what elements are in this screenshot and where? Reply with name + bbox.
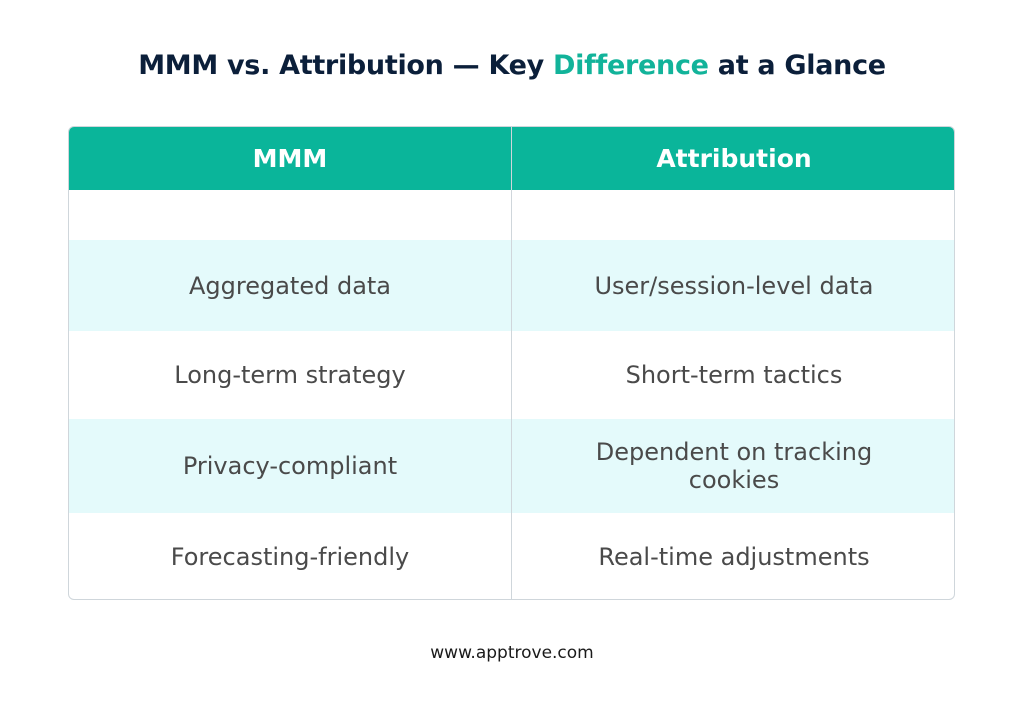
table-row: Forecasting-friendly Real-time adjustmen… [69,513,954,599]
table-cell-attribution: Short-term tactics [625,361,843,389]
column-divider [511,127,512,599]
table-row: Long-term strategy Short-term tactics [69,331,954,419]
table-cell-attribution [512,190,954,240]
table-cell-attribution: Real-time adjustments [598,543,870,571]
table-cell-mmm: Long-term strategy [174,361,406,389]
table-cell-mmm: Forecasting-friendly [170,543,410,571]
title-part-1: MMM vs. Attribution — Key [138,50,554,81]
title-part-2: at a Glance [708,50,886,81]
header-attribution: Attribution [656,144,812,173]
title-accent: Difference [553,50,709,81]
table-cell-mmm: Privacy-compliant [182,452,398,480]
table-cell-attribution: Dependent on tracking cookies [595,438,873,494]
table-cell-mmm: Aggregated data [188,271,392,300]
footer-url: www.apptrove.com [430,643,594,663]
page-title: MMM vs. Attribution — Key Difference at … [0,50,1024,81]
table-cell-mmm [69,190,511,240]
header-mmm: MMM [252,144,328,173]
comparison-table: MMM Attribution Aggregated data User/ses… [68,126,955,600]
table-cell-attribution: User/session-level data [594,271,874,300]
